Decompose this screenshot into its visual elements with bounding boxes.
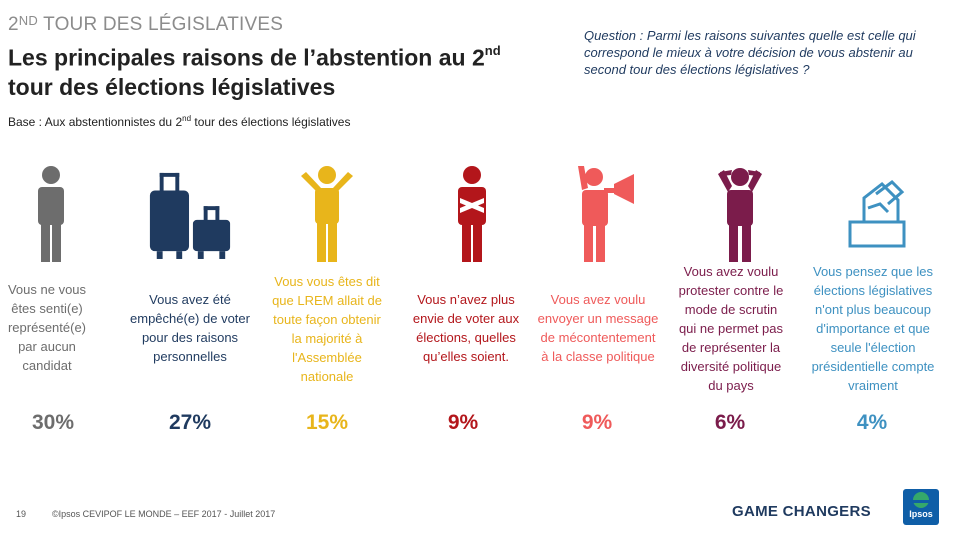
footer-copyright: ©Ipsos CEVIPOF LE MONDE – EEF 2017 - Jui… xyxy=(52,509,276,519)
ballot-box-icon xyxy=(842,164,912,264)
reason-line: mode de scrutin xyxy=(684,302,778,317)
megaphone-person-icon xyxy=(572,164,638,264)
luggage-icon xyxy=(146,164,234,264)
reason-line: toute façon obtenir xyxy=(273,312,381,327)
reason-line: nationale xyxy=(300,369,354,384)
reason-line: pour des raisons xyxy=(141,330,239,345)
person-hands-on-head-icon xyxy=(714,164,766,264)
reason-line: diversité politique xyxy=(680,359,782,374)
reason-line: vraiment xyxy=(848,378,898,393)
logo-text: Ipsos xyxy=(909,509,933,519)
reason-line: êtes senti(e) xyxy=(11,301,83,316)
reason-text-3: Vous n’avez plus envie de voter aux élec… xyxy=(402,290,530,366)
reason-line: qu’elles soient. xyxy=(423,349,509,364)
person-arms-crossed-icon xyxy=(449,164,495,264)
question-text: Question : Parmi les raisons suivantes q… xyxy=(584,28,916,77)
value-label-5: 6% xyxy=(714,411,746,434)
reason-line: empêché(e) de voter xyxy=(130,311,250,326)
ipsos-logo: Ipsos xyxy=(903,489,939,525)
page-title: Les principales raisons de l’abstention … xyxy=(8,38,528,102)
value-label-2: 15% xyxy=(305,411,349,434)
reason-line: qui ne permet pas xyxy=(678,321,784,336)
reason-line: envoyer un message xyxy=(537,311,659,326)
reason-line: élections, quelles xyxy=(416,330,516,345)
value-label-6: 4% xyxy=(856,411,888,434)
reason-line: d'importance et que xyxy=(816,321,930,336)
value-label-1: 27% xyxy=(168,411,212,434)
reason-text-5: Vous avez voulu protester contre le mode… xyxy=(668,262,794,395)
value-label-3: 9% xyxy=(447,411,479,434)
reason-line: par aucun xyxy=(18,339,76,354)
reason-line: Vous avez voulu xyxy=(683,264,779,279)
reason-line: Vous pensez que les xyxy=(813,264,933,279)
tagline: GAME CHANGERS xyxy=(732,503,871,520)
kicker-prefix: 2 xyxy=(8,14,19,35)
reason-line: la majorité à xyxy=(291,331,363,346)
reason-line: seule l'élection xyxy=(830,340,916,355)
reason-line: que LREM allait de xyxy=(272,293,382,308)
reason-line: candidat xyxy=(22,358,72,373)
reason-line: de représenter la xyxy=(681,340,781,355)
reason-text-6: Vous pensez que les élections législativ… xyxy=(800,262,946,395)
base-super: nd xyxy=(182,114,192,123)
reason-line: Vous ne vous xyxy=(7,282,87,297)
person-icon xyxy=(28,164,74,264)
reason-line: personnelles xyxy=(153,349,227,364)
reason-line: représenté(e) xyxy=(7,320,87,335)
reason-text-4: Vous avez voulu envoyer un message de mé… xyxy=(526,290,670,366)
reason-text-0: Vous ne vous êtes senti(e) représenté(e)… xyxy=(2,280,92,375)
reason-line: du pays xyxy=(708,378,754,393)
reason-line: Vous avez voulu xyxy=(550,292,646,307)
reason-line: protester contre le xyxy=(678,283,784,298)
title-part2: tour des élections législatives xyxy=(8,73,336,100)
title-part1: Les principales raisons de l’abstention … xyxy=(8,44,485,71)
reason-line: n'ont plus beaucoup xyxy=(815,302,931,317)
kicker-rest: TOUR DES LÉGISLATIVES xyxy=(37,14,284,35)
reason-line: élections législatives xyxy=(813,283,933,298)
page-number: 19 xyxy=(16,509,27,519)
reason-text-2: Vous vous êtes dit que LREM allait de to… xyxy=(262,272,392,386)
base-part1: Base : Aux abstentionnistes du 2 xyxy=(8,115,183,129)
kicker-super: ND xyxy=(18,13,38,28)
reason-line: envie de voter aux xyxy=(412,311,520,326)
base-note: Base : Aux abstentionnistes du 2nd tour … xyxy=(8,114,350,129)
reason-line: l'Assemblée xyxy=(292,350,362,365)
person-arms-open-icon xyxy=(297,164,357,264)
reason-line: à la classe politique xyxy=(541,349,655,364)
base-part2: tour des élections législatives xyxy=(191,115,351,129)
reason-line: de mécontentement xyxy=(540,330,656,345)
value-label-4: 9% xyxy=(581,411,613,434)
reason-text-1: Vous avez été empêché(e) de voter pour d… xyxy=(124,290,256,366)
reason-line: Vous avez été xyxy=(149,292,231,307)
title-super: nd xyxy=(484,43,501,58)
reason-line: Vous n’avez plus xyxy=(417,292,515,307)
logo-mark xyxy=(913,492,929,508)
reason-line: présidentielle compte xyxy=(811,359,935,374)
section-kicker: 2ND TOUR DES LÉGISLATIVES xyxy=(8,13,284,36)
reason-line: Vous vous êtes dit xyxy=(274,274,380,289)
value-label-0: 30% xyxy=(31,411,75,434)
